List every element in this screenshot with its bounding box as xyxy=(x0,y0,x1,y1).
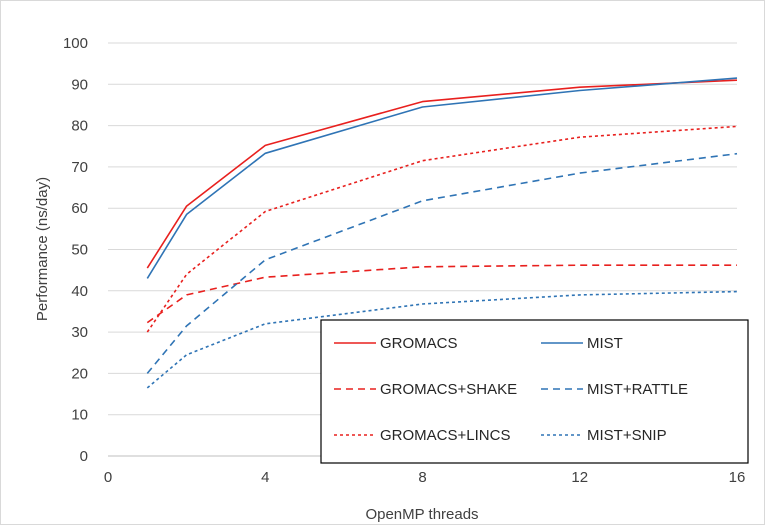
y-tick-label: 50 xyxy=(71,242,88,259)
series-line-gromacs-lincs xyxy=(146,125,738,333)
x-tick-label: 12 xyxy=(571,469,588,486)
x-axis: 0 4 8 12 16 xyxy=(104,469,746,486)
y-tick-label: 0 xyxy=(80,448,88,465)
legend-label-mist-snip: MIST+SNIP xyxy=(587,427,667,444)
x-tick-label: 0 xyxy=(104,469,112,486)
x-axis-title: OpenMP threads xyxy=(365,506,478,523)
series-line-gromacs xyxy=(146,79,738,269)
series-line-mist-rattle xyxy=(146,152,738,374)
series-line-gromacs-shake xyxy=(146,264,737,324)
y-tick-label: 30 xyxy=(71,324,88,341)
legend-box xyxy=(320,319,749,464)
legend-label-gromacs-shake: GROMACS+SHAKE xyxy=(380,381,517,398)
series-line-mist xyxy=(146,77,738,279)
legend: GROMACS MIST GROMACS+SHAKE MIST+RATTLE GROMA… xyxy=(320,319,749,464)
y-axis: 0 10 20 30 40 50 60 70 80 90 100 xyxy=(63,35,88,465)
y-tick-label: 10 xyxy=(71,407,88,424)
x-tick-label: 8 xyxy=(418,469,426,486)
y-tick-label: 100 xyxy=(63,35,88,52)
y-tick-label: 70 xyxy=(71,159,88,176)
y-tick-label: 80 xyxy=(71,118,88,135)
y-tick-label: 20 xyxy=(71,365,88,382)
x-tick-label: 4 xyxy=(261,469,269,486)
y-tick-label: 60 xyxy=(71,200,88,217)
series-line-mist-snip xyxy=(146,290,738,389)
x-tick-label: 16 xyxy=(729,469,746,486)
y-tick-label: 90 xyxy=(71,76,88,93)
legend-label-gromacs-lincs: GROMACS+LINCS xyxy=(380,427,510,444)
series-lines xyxy=(146,77,738,389)
legend-label-gromacs: GROMACS xyxy=(380,335,458,352)
y-axis-title: Performance (ns/day) xyxy=(34,177,51,321)
legend-label-mist-rattle: MIST+RATTLE xyxy=(587,381,688,398)
y-tick-label: 40 xyxy=(71,283,88,300)
legend-label-mist: MIST xyxy=(587,335,623,352)
